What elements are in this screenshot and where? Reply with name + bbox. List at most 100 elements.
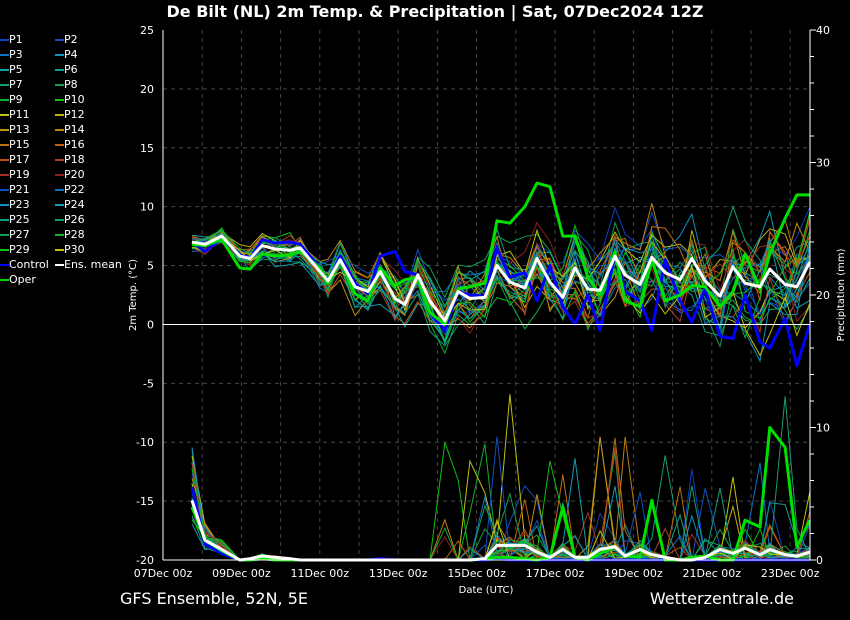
legend-item-p21: P21 bbox=[0, 182, 30, 197]
legend-label: P2 bbox=[64, 33, 78, 46]
legend-item-p8: P8 bbox=[55, 77, 78, 92]
y-right-tick-label: 0 bbox=[816, 554, 823, 567]
y-axis-right-label: Precipitation (mm) bbox=[836, 248, 847, 341]
legend-item-p25: P25 bbox=[0, 212, 30, 227]
legend-item-p19: P19 bbox=[0, 167, 30, 182]
legend-swatch bbox=[55, 144, 64, 146]
legend-swatch bbox=[55, 219, 64, 221]
axes: 25 20 15 10 5 0 -5 -10 -15 -20 40 30 20 10 0 07Dec 00z 0… bbox=[134, 24, 830, 580]
legend-item-p2: P2 bbox=[55, 32, 78, 47]
legend-swatch bbox=[55, 204, 64, 206]
legend-swatch bbox=[55, 159, 64, 161]
legend-swatch bbox=[0, 279, 9, 281]
legend-item-p29: P29 bbox=[0, 242, 30, 257]
legend-label: P27 bbox=[9, 228, 30, 241]
legend-swatch bbox=[55, 114, 64, 116]
legend-label: P1 bbox=[9, 33, 23, 46]
legend-label: P13 bbox=[9, 123, 30, 136]
legend-swatch bbox=[55, 54, 64, 56]
control-temp-line bbox=[191, 236, 812, 368]
legend-label: P30 bbox=[64, 243, 85, 256]
legend-label: P29 bbox=[9, 243, 30, 256]
legend-swatch bbox=[0, 129, 9, 131]
y-tick-label: 10 bbox=[140, 201, 154, 214]
legend-swatch bbox=[0, 159, 9, 161]
legend-label: P3 bbox=[9, 48, 23, 61]
x-tick-label: 21Dec 00z bbox=[683, 567, 742, 580]
member-precip-line-p7 bbox=[191, 450, 810, 561]
legend-swatch bbox=[0, 99, 9, 101]
legend-label: Ens. mean bbox=[64, 258, 122, 271]
y-tick-label: 0 bbox=[147, 318, 154, 331]
legend-item-p27: P27 bbox=[0, 227, 30, 242]
legend-swatch bbox=[55, 174, 64, 176]
legend-swatch bbox=[55, 264, 64, 266]
y-tick-label: -20 bbox=[136, 554, 154, 567]
legend-label: P8 bbox=[64, 78, 78, 91]
legend-swatch bbox=[55, 84, 64, 86]
legend-label: P16 bbox=[64, 138, 85, 151]
x-tick-label: 23Dec 00z bbox=[761, 567, 820, 580]
legend-label: Oper bbox=[9, 273, 36, 286]
legend-item-p22: P22 bbox=[55, 182, 85, 197]
legend-item-p30: P30 bbox=[55, 242, 85, 257]
legend-swatch bbox=[55, 99, 64, 101]
legend-item-p11: P11 bbox=[0, 107, 30, 122]
legend-item-p5: P5 bbox=[0, 62, 23, 77]
y-tick-label: -5 bbox=[143, 377, 154, 390]
legend-item-p10: P10 bbox=[55, 92, 85, 107]
legend-item-ens-mean: Ens. mean bbox=[55, 257, 122, 272]
legend-item-p15: P15 bbox=[0, 137, 30, 152]
legend-label: P7 bbox=[9, 78, 23, 91]
legend-item-p9: P9 bbox=[0, 92, 23, 107]
legend-item-p7: P7 bbox=[0, 77, 23, 92]
x-tick-label: 07Dec 00z bbox=[134, 567, 193, 580]
x-axis-label: Date (UTC) bbox=[459, 585, 514, 596]
legend-swatch bbox=[0, 114, 9, 116]
y-right-tick-label: 10 bbox=[816, 422, 830, 435]
legend-label: Control bbox=[9, 258, 49, 271]
legend-swatch bbox=[0, 249, 9, 251]
legend-swatch bbox=[0, 264, 9, 266]
y-right-tick-label: 20 bbox=[816, 289, 830, 302]
legend-label: P19 bbox=[9, 168, 30, 181]
y-tick-label: 5 bbox=[147, 260, 154, 273]
legend-label: P6 bbox=[64, 63, 78, 76]
x-tick-label: 19Dec 00z bbox=[604, 567, 663, 580]
legend-item-p14: P14 bbox=[55, 122, 85, 137]
legend-swatch bbox=[0, 84, 9, 86]
legend-label: P14 bbox=[64, 123, 85, 136]
legend-item-p6: P6 bbox=[55, 62, 78, 77]
legend-swatch bbox=[0, 54, 9, 56]
legend-swatch bbox=[0, 189, 9, 191]
legend-item-p3: P3 bbox=[0, 47, 23, 62]
legend-item-control: Control bbox=[0, 257, 49, 272]
legend-label: P11 bbox=[9, 108, 30, 121]
oper-temp-line bbox=[191, 181, 810, 326]
legend-swatch bbox=[0, 234, 9, 236]
legend-item-p24: P24 bbox=[55, 197, 85, 212]
legend-label: P17 bbox=[9, 153, 30, 166]
legend-item-p28: P28 bbox=[55, 227, 85, 242]
legend-item-p20: P20 bbox=[55, 167, 85, 182]
legend-label: P18 bbox=[64, 153, 85, 166]
legend-swatch bbox=[55, 189, 64, 191]
legend-swatch bbox=[0, 39, 9, 41]
legend-label: P9 bbox=[9, 93, 23, 106]
legend-swatch bbox=[55, 39, 64, 41]
legend-item-p23: P23 bbox=[0, 197, 30, 212]
legend-label: P24 bbox=[64, 198, 85, 211]
y-tick-label: 25 bbox=[140, 24, 154, 37]
site-name: Wetterzentrale.de bbox=[649, 589, 794, 608]
legend-label: P20 bbox=[64, 168, 85, 181]
member-line-p16 bbox=[191, 231, 811, 327]
legend-swatch bbox=[55, 234, 64, 236]
y-tick-label: -15 bbox=[136, 495, 154, 508]
y-tick-label: -10 bbox=[136, 436, 154, 449]
model-info: GFS Ensemble, 52N, 5E bbox=[120, 589, 308, 608]
x-tick-label: 09Dec 00z bbox=[212, 567, 271, 580]
y-right-tick-label: 30 bbox=[816, 157, 830, 170]
legend-label: P23 bbox=[9, 198, 30, 211]
legend-swatch bbox=[55, 69, 64, 71]
